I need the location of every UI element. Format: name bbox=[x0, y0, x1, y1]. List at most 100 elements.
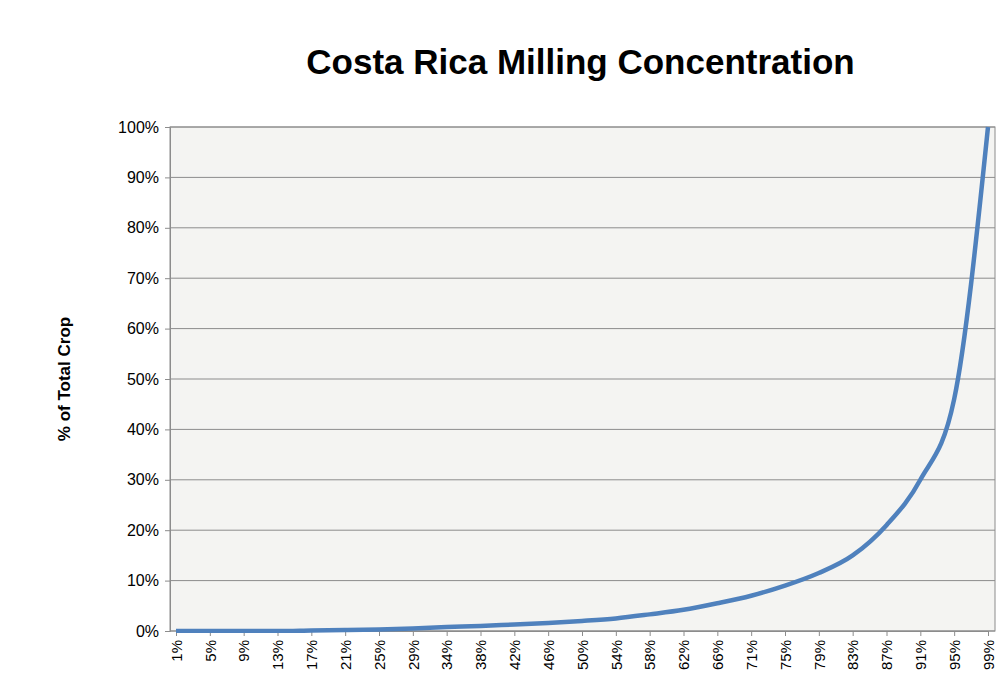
x-tick-mark bbox=[920, 631, 921, 636]
x-tick: 79% bbox=[811, 631, 828, 670]
grid-line bbox=[170, 177, 995, 178]
y-tick-mark bbox=[165, 127, 170, 128]
x-tick-mark bbox=[988, 631, 989, 636]
x-tick-label: 42% bbox=[506, 640, 523, 670]
y-tick-label: 70% bbox=[127, 270, 159, 287]
y-tick-mark bbox=[165, 581, 170, 582]
x-tick-label: 17% bbox=[303, 640, 320, 670]
y-tick-label: 50% bbox=[127, 371, 159, 388]
x-tick: 58% bbox=[641, 631, 658, 670]
x-tick: 66% bbox=[709, 631, 726, 670]
x-tick: 95% bbox=[946, 631, 963, 670]
grid-line bbox=[170, 379, 995, 380]
x-tick: 83% bbox=[844, 631, 861, 670]
y-tick: 20% bbox=[127, 522, 170, 539]
y-tick-label: 20% bbox=[127, 522, 159, 539]
x-tick-label: 29% bbox=[405, 640, 422, 670]
x-tick: 91% bbox=[912, 631, 929, 670]
x-tick: 1% bbox=[168, 631, 185, 662]
x-tick: 42% bbox=[506, 631, 523, 670]
x-tick-label: 83% bbox=[844, 640, 861, 670]
plot-background bbox=[170, 127, 995, 631]
x-tick-label: 79% bbox=[811, 640, 828, 670]
y-tick-mark bbox=[165, 329, 170, 330]
chart: 0%10%20%30%40%50%60%70%80%90%100%1%5%9%1… bbox=[0, 0, 1008, 700]
x-tick-mark bbox=[514, 631, 515, 636]
y-tick-label: 90% bbox=[127, 169, 159, 186]
x-tick: 9% bbox=[235, 631, 252, 662]
x-tick: 50% bbox=[574, 631, 591, 670]
plot-frame bbox=[170, 127, 995, 631]
y-tick: 90% bbox=[127, 169, 170, 186]
y-tick-mark bbox=[165, 530, 170, 531]
grid-line bbox=[170, 328, 995, 329]
x-tick: 13% bbox=[269, 631, 286, 670]
x-tick: 17% bbox=[303, 631, 320, 670]
y-tick: 0% bbox=[136, 623, 170, 640]
y-tick-mark bbox=[165, 480, 170, 481]
x-tick: 38% bbox=[472, 631, 489, 670]
marks bbox=[176, 127, 988, 631]
x-tick-mark bbox=[717, 631, 718, 636]
y-tick-label: 40% bbox=[127, 421, 159, 438]
x-tick-label: 46% bbox=[540, 640, 557, 670]
x-tick-label: 34% bbox=[438, 640, 455, 670]
x-tick-mark bbox=[819, 631, 820, 636]
x-tick-label: 87% bbox=[878, 640, 895, 670]
x-tick-label: 38% bbox=[472, 640, 489, 670]
x-tick-label: 75% bbox=[777, 640, 794, 670]
x-tick-label: 13% bbox=[269, 640, 286, 670]
x-tick: 46% bbox=[540, 631, 557, 670]
x-tick-label: 62% bbox=[675, 640, 692, 670]
data-line bbox=[176, 127, 988, 631]
x-tick: 54% bbox=[608, 631, 625, 670]
y-tick: 80% bbox=[127, 219, 170, 236]
x-tick-mark bbox=[650, 631, 651, 636]
x-tick-label: 21% bbox=[337, 640, 354, 670]
x-tick-mark bbox=[684, 631, 685, 636]
grid-line bbox=[170, 580, 995, 581]
x-tick-mark bbox=[447, 631, 448, 636]
x-tick-label: 91% bbox=[912, 640, 929, 670]
x-tick-label: 66% bbox=[709, 640, 726, 670]
grid-line bbox=[170, 227, 995, 228]
x-tick-label: 99% bbox=[980, 640, 997, 670]
y-tick-label: 10% bbox=[127, 572, 159, 589]
y-tick: 70% bbox=[127, 270, 170, 287]
x-tick: 99% bbox=[980, 631, 997, 670]
x-tick-label: 9% bbox=[235, 640, 252, 662]
x-axis: 1% 5% 9% 13% 17% 21% 25% 29% 34% 38% 42% 46% 50% 54% 5… bbox=[168, 631, 997, 670]
chart-title: Costa Rica Milling Concentration bbox=[306, 42, 854, 81]
x-tick-mark bbox=[785, 631, 786, 636]
y-axis-line bbox=[165, 128, 171, 632]
y-tick: 100% bbox=[118, 119, 170, 136]
x-tick: 71% bbox=[743, 631, 760, 670]
y-tick-mark bbox=[165, 278, 170, 279]
x-tick: 21% bbox=[337, 631, 354, 670]
x-tick: 87% bbox=[878, 631, 895, 670]
y-tick-label: 30% bbox=[127, 471, 159, 488]
grid-line bbox=[170, 429, 995, 430]
grid-line bbox=[170, 530, 995, 531]
grid-line bbox=[170, 479, 995, 480]
y-axis: 0% 10% 20% 30% 40% 50% 60% 70% 80% 90% 100% bbox=[118, 119, 170, 640]
y-tick-mark bbox=[165, 429, 170, 430]
y-tick: 10% bbox=[127, 572, 170, 589]
y-tick: 40% bbox=[127, 421, 170, 438]
x-tick-mark bbox=[751, 631, 752, 636]
x-tick-label: 1% bbox=[168, 640, 185, 662]
y-tick-label: 60% bbox=[127, 320, 159, 337]
x-tick: 5% bbox=[202, 631, 219, 662]
y-tick-label: 0% bbox=[136, 623, 159, 640]
x-tick-label: 5% bbox=[202, 640, 219, 662]
y-tick-label: 80% bbox=[127, 219, 159, 236]
x-tick-label: 54% bbox=[608, 640, 625, 670]
x-tick-mark bbox=[853, 631, 854, 636]
x-tick: 34% bbox=[438, 631, 455, 670]
x-tick-label: 50% bbox=[574, 640, 591, 670]
x-tick-label: 58% bbox=[641, 640, 658, 670]
x-tick: 75% bbox=[777, 631, 794, 670]
x-tick: 25% bbox=[371, 631, 388, 670]
grid-line bbox=[170, 278, 995, 279]
x-tick-mark bbox=[413, 631, 414, 636]
